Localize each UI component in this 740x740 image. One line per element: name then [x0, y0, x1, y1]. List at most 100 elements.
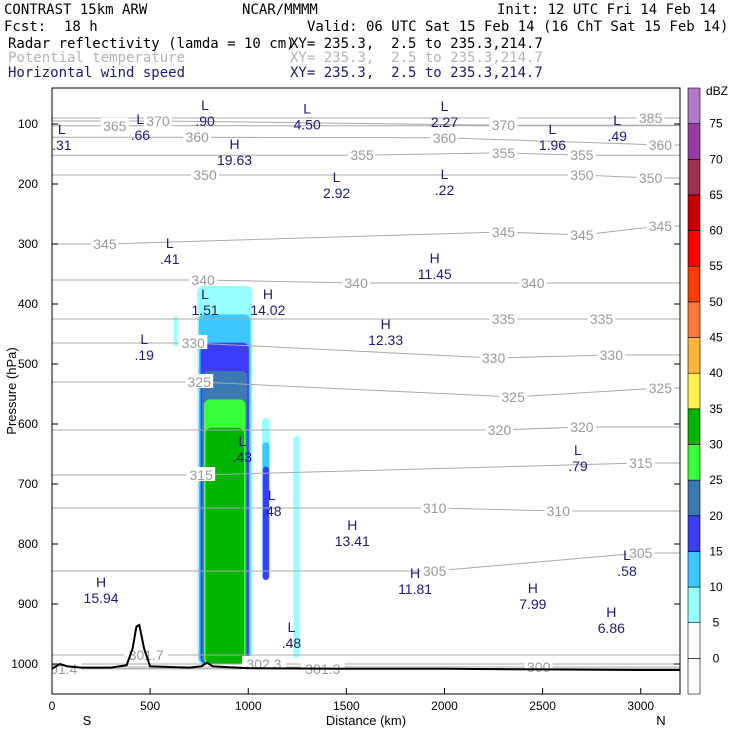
reflectivity-band	[262, 466, 269, 580]
theta-label: 345	[649, 218, 673, 234]
theta-label-bg	[189, 272, 218, 286]
fcst-label: Fcst:	[4, 19, 47, 35]
field-xy-theta: XY= 235.3, 2.5 to 235.3,214.7	[290, 50, 543, 66]
colorbar-tick-label: 0	[713, 651, 720, 665]
theta-label-bg	[518, 275, 547, 289]
colorbar-swatch	[687, 515, 701, 552]
wind-extremum-type: L	[201, 286, 209, 302]
wind-extremum-type: L	[549, 121, 557, 137]
wind-extremum-type: L	[268, 487, 276, 503]
theta-label-bg	[489, 144, 518, 159]
theta-label: 340	[521, 275, 545, 291]
theta-contour	[52, 507, 680, 512]
theta-label-bg	[646, 380, 675, 394]
theta-label: 302.3	[246, 656, 281, 672]
x-tick-label: 2500	[529, 699, 556, 713]
theta-label-bg	[646, 218, 675, 232]
colorbar-tick-label: 20	[709, 509, 723, 523]
wind-extremum-value: 15.94	[84, 590, 119, 606]
wind-extremum-value: .19	[135, 347, 155, 363]
colorbar-swatch	[687, 301, 701, 338]
theta-label-bg	[420, 500, 449, 514]
x-tick-label: 2000	[431, 699, 458, 713]
wind-extremum-value: .43	[233, 449, 253, 465]
y-tick-label: 300	[18, 237, 38, 251]
x-tick-label: 1500	[333, 699, 360, 713]
theta-label: 330	[600, 347, 624, 363]
theta-label-bg	[636, 170, 665, 184]
axes-layer: 100 200 300 400 500 600 700 800 900 1000 0 500 1000 1…	[11, 117, 680, 713]
colorbar-tick-label: 5	[713, 616, 720, 630]
wind-extremum-type: L	[333, 169, 341, 185]
wind-extremum-type: L	[140, 331, 148, 347]
wind-extremum-type: H	[347, 517, 357, 533]
field-name-reflectivity: Radar reflectivity (lamda = 10 cm)	[8, 36, 295, 52]
colorbar-swatch	[687, 265, 701, 303]
y-axis-title: Pressure (hPa)	[4, 347, 19, 434]
field-name-theta: Potential temperature	[8, 50, 186, 66]
y-tick-label: 400	[18, 297, 38, 311]
valid-time: Valid: 06 UTC Sat 15 Feb 14 (16 ChT Sat …	[307, 19, 729, 35]
theta-label-bg	[567, 419, 596, 433]
colorbar-tick-label: 50	[709, 295, 723, 309]
colorbar-swatch	[687, 586, 701, 624]
colorbar-swatch	[687, 123, 701, 160]
wind-extremum-type: H	[410, 565, 420, 581]
wind-extremum-value: 19.63	[217, 152, 252, 168]
y-tick-label: 1000	[11, 657, 38, 671]
wind-extremum-type: L	[288, 619, 296, 635]
wind-extremum-type: H	[263, 286, 273, 302]
wind-extremum-value: 7.99	[519, 596, 546, 612]
theta-label: 325	[188, 374, 212, 390]
wind-extremum-value: .66	[131, 127, 151, 143]
wind-extremum-type: H	[381, 316, 391, 332]
theta-label: 310	[547, 503, 571, 519]
x-tick-label: 500	[140, 699, 160, 713]
wind-extremum-type: H	[606, 604, 616, 620]
theta-label-bg	[489, 117, 518, 132]
colorbar-tick-label: 55	[709, 259, 723, 273]
theta-label-bg	[485, 422, 514, 436]
theta-label: 345	[93, 236, 117, 252]
colorbar-tick-label: 45	[709, 331, 723, 345]
theta-label-bg	[143, 113, 172, 127]
colorbar-swatch	[687, 551, 701, 588]
reflectivity-layer	[173, 286, 300, 664]
y-tick-label: 700	[18, 477, 38, 491]
wind-extremum-type: L	[623, 547, 631, 563]
wind-extremum-type: H	[528, 580, 538, 596]
theta-label-bg	[597, 347, 626, 361]
colorbar-title: dBZ	[706, 84, 728, 98]
theta-label-bg	[626, 455, 655, 469]
x-tick-label: 0	[49, 699, 56, 713]
theta-label: 335	[590, 311, 614, 327]
wind-extremum-type: H	[430, 250, 440, 266]
wind-extremum-type: L	[201, 97, 209, 113]
wind-extremum-value: 1.51	[191, 302, 218, 318]
colorbar: 0 5 10 15 20 25 30 35 40 45 50 55 60 65 70 75	[687, 87, 723, 695]
theta-label: 315	[629, 455, 653, 471]
theta-label-bg	[479, 350, 508, 364]
colorbar-swatch	[687, 658, 701, 695]
wind-extremum-value: .22	[435, 182, 455, 198]
theta-label: 330	[182, 335, 206, 351]
model-name: CONTRAST 15km ARW	[4, 2, 148, 18]
wind-extremum-type: L	[574, 442, 582, 458]
colorbar-tick-label: 15	[709, 544, 723, 558]
theta-label: 350	[193, 167, 217, 183]
wind-extremum-value: 1.96	[539, 137, 566, 153]
theta-label-bg	[544, 503, 573, 517]
wind-extremum-value: .90	[195, 113, 215, 129]
theta-label: 305	[423, 563, 447, 579]
field-xy-wind: XY= 235.3, 2.5 to 235.3,214.7	[290, 65, 543, 81]
wind-extremum-type: L	[613, 112, 621, 128]
theta-label-bg	[185, 374, 214, 388]
theta-contour	[52, 381, 680, 398]
colorbar-tick-label: 25	[709, 473, 723, 487]
theta-label: 325	[502, 389, 526, 405]
plot-frame	[51, 87, 681, 695]
theta-contour	[52, 552, 680, 572]
wind-extremum-type: L	[136, 111, 144, 127]
